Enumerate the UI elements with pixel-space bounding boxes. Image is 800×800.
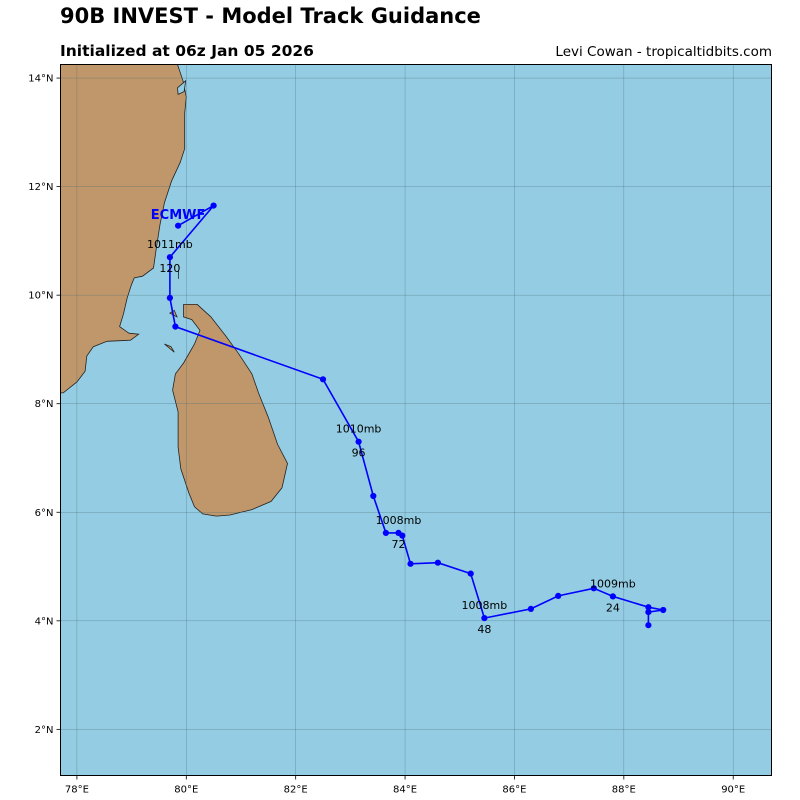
track-point [645, 604, 652, 611]
lon-tick-label: 80°E [174, 785, 198, 796]
pressure-label: 1008mb [376, 514, 422, 527]
lat-tick-label: 4°N [35, 616, 54, 627]
track-point [319, 376, 327, 383]
lat-tick-label: 12°N [28, 182, 53, 193]
credit-text: Levi Cowan - tropicaltidbits.com [555, 44, 772, 60]
track-point [166, 294, 173, 301]
track-point [645, 609, 652, 616]
track-point [407, 560, 414, 567]
track-point [555, 592, 562, 600]
lat-tick-label: 14°N [28, 74, 53, 85]
lon-tick-label: 86°E [502, 785, 526, 796]
forecast-hour-label: 24 [606, 601, 620, 614]
lon-tick-label: 84°E [393, 785, 417, 796]
track-point [434, 559, 441, 566]
track-point [210, 202, 217, 209]
lat-tick-label: 6°N [35, 508, 54, 519]
forecast-hour-label: 48 [477, 623, 491, 636]
lon-tick-label: 82°E [284, 785, 308, 796]
lat-tick-label: 10°N [28, 291, 53, 302]
track-point [609, 593, 617, 600]
model-name-label: ECMWF [151, 208, 206, 223]
track-point [395, 529, 402, 537]
forecast-hour-label: 120 [159, 262, 180, 275]
track-point [645, 622, 652, 629]
coastal-inlet [177, 79, 187, 96]
track-point [175, 222, 182, 229]
track-point [355, 438, 362, 445]
init-time-subtitle: Initialized at 06z Jan 05 2026 [60, 42, 314, 60]
chart-title: 90B INVEST - Model Track Guidance [60, 4, 481, 28]
india-landmass [60, 64, 187, 394]
track-point [660, 606, 667, 614]
lat-tick-label: 8°N [35, 399, 54, 410]
forecast-hour-label: 72 [391, 538, 405, 551]
pressure-label: 1009mb [590, 577, 636, 590]
lon-tick-label: 88°E [612, 785, 636, 796]
forecast-hour-label: 96 [352, 447, 366, 460]
track-point [370, 492, 377, 500]
track-point [172, 323, 179, 330]
map-frame [60, 64, 772, 776]
lon-tick-label: 90°E [721, 785, 745, 796]
island-1 [164, 343, 175, 353]
pressure-label: 1010mb [336, 423, 382, 436]
lon-tick-label: 78°E [65, 785, 89, 796]
track-point [382, 529, 389, 537]
pressure-label: 1008mb [462, 599, 508, 612]
track-point [467, 570, 474, 577]
track-point [590, 585, 597, 592]
lat-tick-label: 2°N [35, 725, 54, 736]
track-point [527, 605, 535, 613]
sri-lanka-landmass [172, 303, 288, 517]
pressure-label: 1011mb [147, 238, 193, 251]
track-point [481, 615, 488, 622]
track-point [166, 254, 173, 261]
